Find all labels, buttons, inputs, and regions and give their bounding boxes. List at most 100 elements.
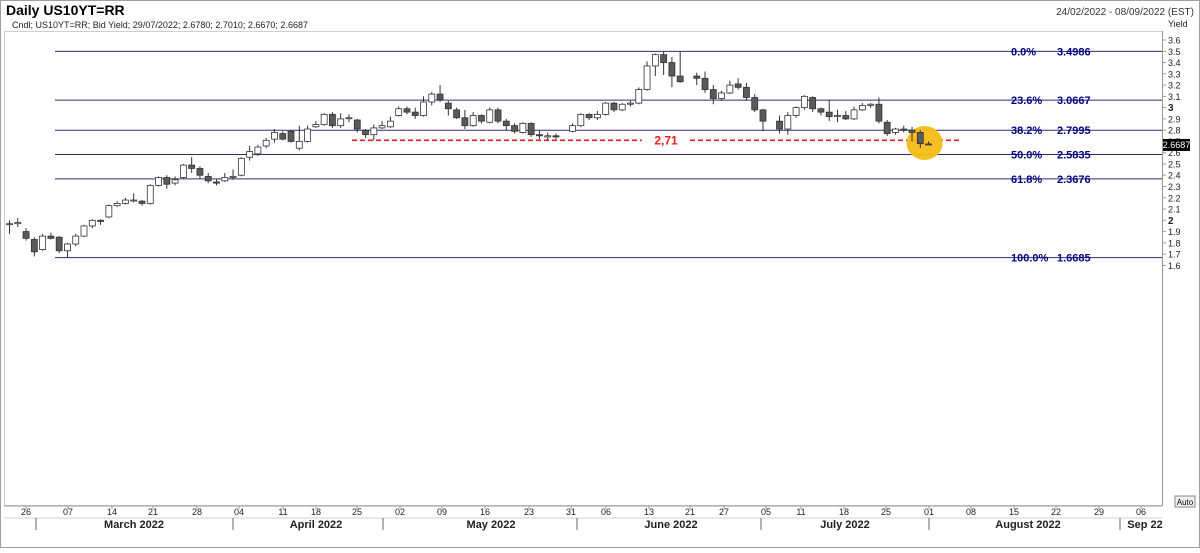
candle-body: [784, 115, 792, 130]
candle-body: [709, 89, 717, 100]
candle-body: [428, 93, 436, 103]
x-day-label: 11: [796, 507, 805, 517]
candle: [179, 163, 187, 179]
candle-body: [701, 77, 709, 90]
candle-body: [88, 219, 96, 227]
candle-body: [916, 132, 924, 145]
candle-body: [743, 86, 750, 98]
x-day-label: 27: [719, 507, 729, 517]
x-day-label: 05: [761, 507, 771, 517]
candle: [428, 91, 436, 106]
x-month-label: Sep 22: [1127, 519, 1162, 531]
candle-body: [593, 113, 601, 119]
candle-body: [569, 125, 576, 132]
candle-body: [163, 177, 171, 185]
candle: [55, 236, 63, 254]
x-day-label: 01: [924, 507, 934, 517]
candle: [30, 237, 38, 257]
candle: [842, 111, 850, 121]
candle-body: [817, 108, 825, 113]
y-axis-label: Yield: [1168, 19, 1188, 29]
y-tick-label: 2.9: [1168, 114, 1181, 124]
candle: [800, 95, 808, 110]
series-legend: Cndl; US10YT=RR; Bid Yield; 29/07/2022; …: [12, 20, 308, 30]
candle-body: [64, 243, 71, 252]
candle: [809, 96, 817, 113]
candle-body: [502, 120, 510, 127]
candle-body: [577, 113, 585, 127]
y-tick-label: 3.1: [1168, 92, 1181, 102]
x-day-label: 23: [524, 507, 534, 517]
candle-body: [478, 115, 485, 122]
x-day-label: 18: [311, 507, 321, 517]
candle-body: [900, 128, 908, 131]
candle-body: [221, 177, 229, 182]
candle-body: [105, 205, 113, 218]
candle: [743, 82, 750, 101]
candle: [478, 114, 485, 124]
candle-body: [867, 103, 875, 106]
candle: [544, 132, 552, 141]
candle-body: [883, 121, 891, 134]
fib-percent-label: 0.0%: [1011, 46, 1036, 58]
candle-body: [660, 54, 668, 63]
y-tick-label: 1.7: [1168, 250, 1181, 260]
candle-body: [146, 184, 154, 204]
candle-body: [370, 127, 378, 136]
candle: [627, 100, 634, 107]
y-tick-label: 1.9: [1168, 227, 1181, 237]
x-day-label: 14: [107, 507, 117, 517]
candle: [6, 220, 13, 234]
candle-body: [113, 203, 121, 207]
candle: [784, 112, 792, 135]
candle-body: [295, 141, 303, 149]
fib-value-label: 3.0667: [1057, 95, 1091, 107]
candle-body: [461, 117, 469, 127]
candle-body: [842, 115, 850, 120]
candle: [337, 113, 345, 128]
candle-body: [320, 113, 328, 125]
candle-body: [411, 111, 419, 116]
candle: [469, 112, 477, 127]
candle-body: [353, 119, 361, 130]
candle-body: [809, 97, 817, 110]
candle: [709, 85, 717, 105]
candle-body: [237, 157, 245, 176]
candle: [701, 71, 709, 93]
candle-body: [22, 231, 30, 239]
candle-body: [246, 151, 254, 158]
candle-body: [362, 129, 369, 136]
candle-body: [494, 109, 502, 122]
candle-body: [420, 101, 427, 116]
x-month-label: April 2022: [290, 519, 343, 531]
candle: [64, 242, 71, 258]
candle: [287, 130, 295, 143]
y-axis: 1.61.71.81.922.12.22.32.42.52.62.72.82.9…: [1162, 36, 1181, 271]
candle: [271, 129, 278, 143]
candle: [155, 176, 162, 187]
auto-scale-button[interactable]: Auto: [1174, 495, 1196, 508]
candle-body: [395, 108, 403, 116]
candle-body: [536, 134, 543, 137]
y-tick-label: 3: [1168, 103, 1174, 114]
candle: [676, 51, 684, 83]
candle: [204, 172, 212, 184]
candle-body: [734, 83, 742, 88]
y-tick-label: 2: [1168, 216, 1174, 227]
x-day-label: 08: [966, 507, 976, 517]
candle-body: [130, 199, 138, 202]
candle-body: [925, 143, 932, 146]
candle-body: [14, 222, 22, 225]
candle-body: [72, 235, 80, 245]
x-month-label: May 2022: [467, 519, 516, 531]
candle: [411, 107, 419, 119]
y-tick-label: 2.1: [1168, 205, 1181, 215]
candle-body: [171, 179, 179, 184]
candle: [444, 100, 452, 116]
candle-body: [204, 175, 212, 182]
candle: [875, 97, 883, 124]
candle-body: [718, 92, 725, 100]
candle-body: [643, 65, 651, 90]
x-day-label: 22: [1051, 507, 1061, 517]
x-day-label: 11: [278, 507, 287, 517]
